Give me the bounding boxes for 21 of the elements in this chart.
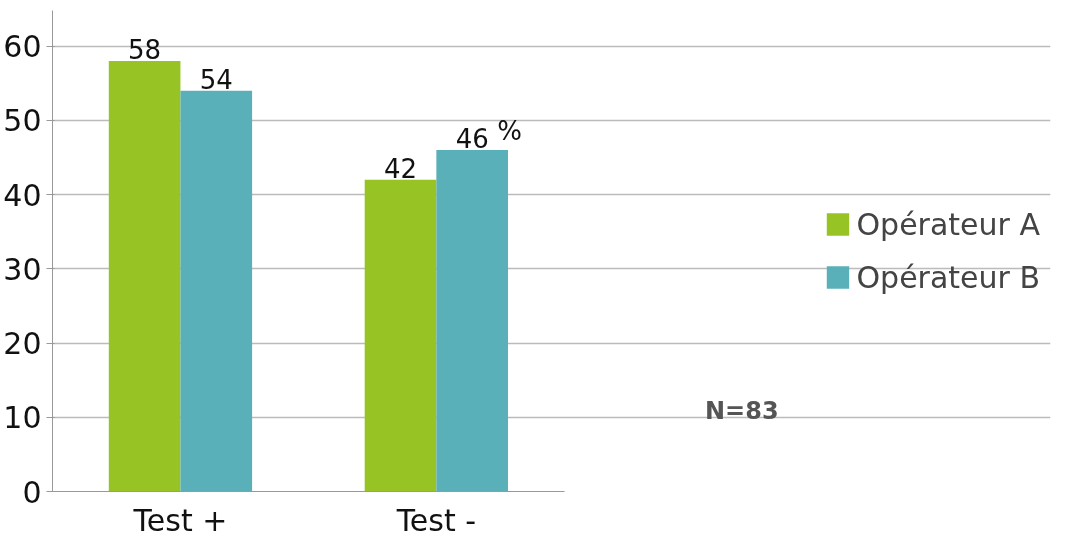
y-tick-label: 10	[3, 400, 42, 436]
y-tick-label: 0	[22, 474, 42, 510]
bar	[108, 60, 181, 492]
y-tick-label: 20	[3, 326, 42, 362]
data-label: 58	[128, 34, 162, 65]
data-label: 46	[455, 124, 489, 155]
data-label: 54	[199, 64, 233, 95]
x-tick-label: Test -	[395, 502, 477, 538]
bar	[364, 179, 437, 492]
y-tick-label: 60	[3, 29, 42, 65]
y-tick-label: 40	[3, 177, 42, 213]
data-label: 42	[383, 153, 418, 184]
bar	[180, 90, 253, 492]
y-tick-label: 30	[3, 251, 42, 287]
x-tick-label: Test +	[132, 502, 228, 538]
text: N=83	[705, 396, 779, 425]
legend-label: Opérateur A	[856, 206, 1040, 242]
legend-label: Opérateur B	[856, 259, 1040, 295]
y-tick-label: 50	[3, 103, 42, 139]
annotation: %	[497, 116, 522, 147]
bar	[436, 150, 508, 492]
